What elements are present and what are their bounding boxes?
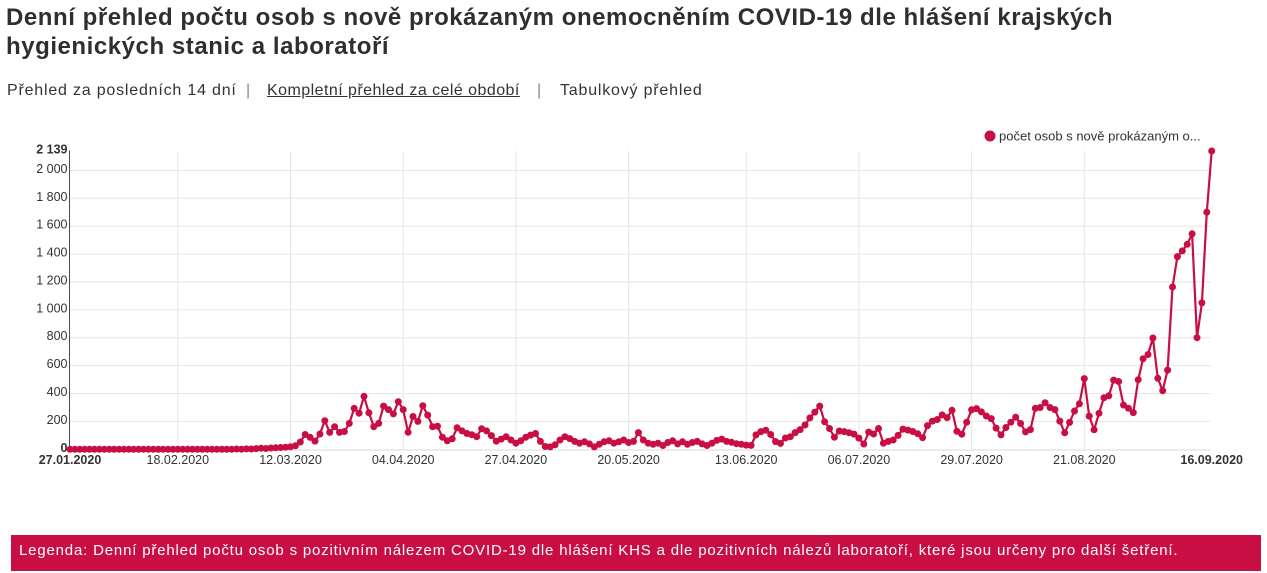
svg-text:27.04.2020: 27.04.2020 bbox=[485, 453, 548, 467]
svg-text:2 000: 2 000 bbox=[36, 162, 67, 176]
svg-text:1 000: 1 000 bbox=[36, 301, 67, 315]
svg-text:počet osob s nově prokázaným o: počet osob s nově prokázaným o... bbox=[999, 129, 1201, 144]
svg-text:20.05.2020: 20.05.2020 bbox=[597, 453, 660, 467]
svg-text:18.02.2020: 18.02.2020 bbox=[147, 453, 210, 467]
svg-text:1 200: 1 200 bbox=[36, 274, 67, 288]
svg-text:27.01.2020: 27.01.2020 bbox=[39, 453, 102, 467]
svg-text:1 600: 1 600 bbox=[36, 218, 67, 232]
svg-text:200: 200 bbox=[47, 413, 68, 427]
svg-text:1 800: 1 800 bbox=[36, 190, 67, 204]
svg-text:16.09.2020: 16.09.2020 bbox=[1180, 453, 1243, 467]
svg-text:13.06.2020: 13.06.2020 bbox=[715, 453, 778, 467]
svg-text:600: 600 bbox=[47, 357, 68, 371]
svg-text:2 139: 2 139 bbox=[36, 143, 67, 157]
svg-text:29.07.2020: 29.07.2020 bbox=[940, 453, 1003, 467]
svg-text:1 400: 1 400 bbox=[36, 246, 67, 260]
svg-text:800: 800 bbox=[47, 329, 68, 343]
svg-text:06.07.2020: 06.07.2020 bbox=[828, 453, 891, 467]
svg-text:21.08.2020: 21.08.2020 bbox=[1053, 453, 1116, 467]
svg-text:12.03.2020: 12.03.2020 bbox=[259, 453, 322, 467]
svg-text:400: 400 bbox=[47, 385, 68, 399]
svg-text:0: 0 bbox=[61, 441, 68, 455]
svg-text:04.04.2020: 04.04.2020 bbox=[372, 453, 435, 467]
